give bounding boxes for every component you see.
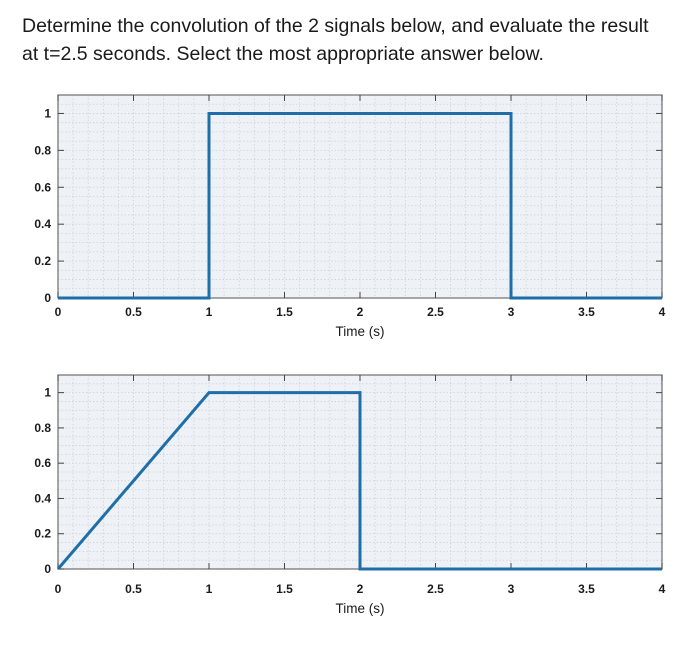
x-tick-label: 1 — [206, 305, 213, 319]
x-tick-label: 1 — [206, 582, 213, 596]
chart-top: 0 0.5 1 1.5 2 2.5 3 3.5 4 0 0.2 0.4 0.6 0.8 1 Time (s) — [34, 94, 666, 339]
x-axis-label: Time (s) — [336, 324, 385, 339]
y-tick-label: 0.8 — [34, 421, 51, 435]
y-tick-label: 0.2 — [34, 527, 51, 541]
x-tick-label: 2.5 — [427, 582, 444, 596]
x-tick-label: 1.5 — [276, 582, 293, 596]
question-line-2: at t=2.5 seconds. Select the most approp… — [22, 43, 544, 65]
y-tick-label: 0.6 — [34, 456, 51, 470]
x-tick-label: 3 — [508, 582, 515, 596]
question-text: Determine the convolution of the 2 signa… — [22, 12, 692, 68]
x-tick-label: 3 — [508, 305, 515, 319]
x-tick-label: 0 — [55, 305, 62, 319]
x-axis-label: Time (s) — [336, 601, 385, 616]
x-tick-label: 3.5 — [578, 582, 595, 596]
y-tick-label: 0.6 — [34, 180, 51, 194]
x-tick-label: 0.5 — [125, 305, 142, 319]
x-tick-label: 2.5 — [427, 305, 444, 319]
signal-line — [56, 391, 662, 571]
y-tick-label: 0.4 — [34, 217, 51, 231]
y-tick-label: 0.4 — [34, 491, 51, 505]
x-tick-label: 1.5 — [276, 305, 293, 319]
y-tick-label: 0.8 — [34, 143, 51, 157]
y-tick-label: 0.2 — [34, 254, 51, 268]
y-tick-label: 1 — [44, 106, 51, 120]
x-tick-label: 0.5 — [125, 582, 142, 596]
x-tick-label: 2 — [357, 305, 364, 319]
x-tick-label: 4 — [659, 305, 666, 319]
question-line-1: Determine the convolution of the 2 signa… — [22, 15, 649, 37]
y-tick-label: 0 — [44, 562, 51, 576]
y-tick-label: 0 — [44, 291, 51, 305]
y-tick-label: 1 — [44, 386, 51, 400]
x-tick-label: 0 — [55, 582, 62, 596]
chart-bottom: 0 0.5 1 1.5 2 2.5 3 3.5 4 0 0.2 0.4 0.6 0.8 1 Time (s) — [34, 374, 666, 616]
signal-line — [58, 111, 662, 300]
x-tick-label: 4 — [659, 582, 666, 596]
x-tick-label: 2 — [357, 582, 364, 596]
x-tick-label: 3.5 — [578, 305, 595, 319]
